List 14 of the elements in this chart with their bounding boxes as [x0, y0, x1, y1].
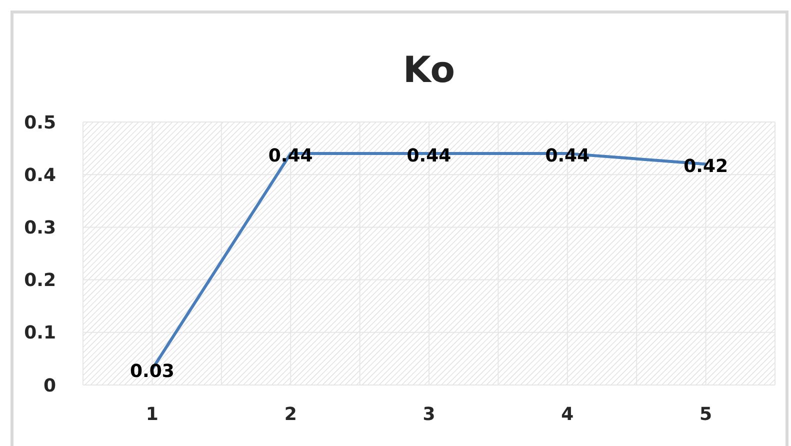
x-tick-label: 2: [284, 404, 297, 425]
data-label: 0.03: [130, 361, 174, 382]
chart-title: Ko: [403, 50, 455, 91]
x-tick-label: 5: [700, 404, 712, 425]
y-tick-label: 0.2: [24, 270, 56, 292]
data-label: 0.42: [684, 156, 728, 178]
y-tick-label: 0.5: [24, 112, 56, 134]
y-tick-label: 0.1: [24, 322, 56, 344]
y-tick-label: 0: [43, 375, 56, 396]
y-tick-label: 0.3: [24, 218, 56, 238]
x-tick-label: 3: [422, 404, 436, 425]
x-tick-label: 1: [146, 404, 158, 425]
x-tick-label: 4: [561, 404, 574, 425]
y-tick-label: 0.4: [24, 164, 56, 186]
